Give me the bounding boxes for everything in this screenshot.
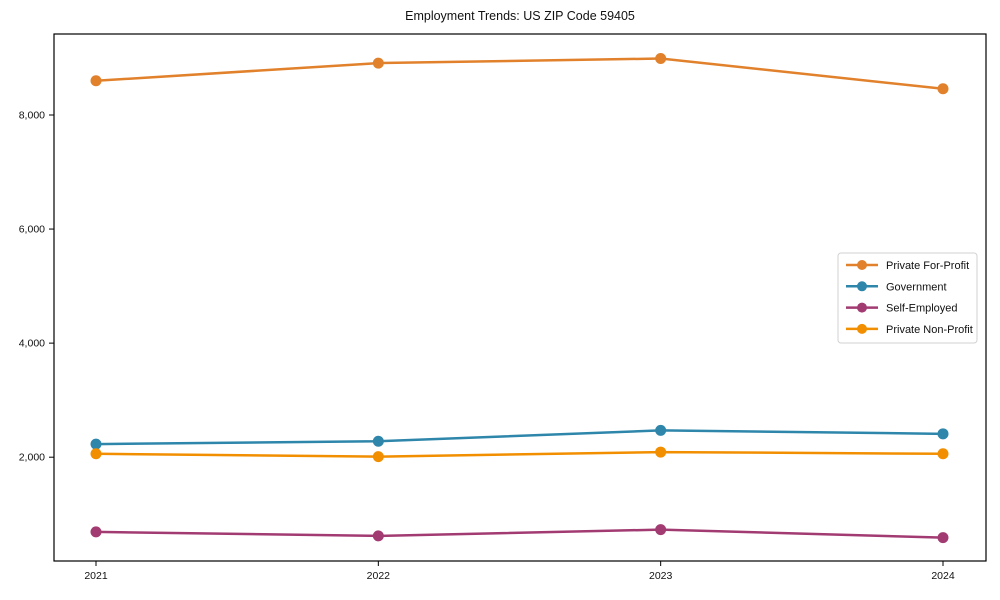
series-line-private-non-profit [94, 450, 945, 458]
legend-marker-self-employed [857, 302, 867, 313]
legend-marker-private-for-profit [857, 260, 867, 270]
legend-label-private-non-profit: Private Non-Profit [886, 324, 973, 336]
y-axis-tick-label: 8,000 [19, 109, 45, 121]
series-line-private-for-profit [94, 57, 945, 91]
data-point-private-non-profit-2022 [372, 451, 384, 463]
y-axis-tick-label: 4,000 [19, 338, 45, 350]
legend-marker-private-non-profit [857, 323, 867, 334]
data-point-private-for-profit-2021 [90, 75, 102, 87]
data-point-private-for-profit-2024 [937, 83, 949, 95]
x-axis-tick-label: 2022 [367, 570, 391, 582]
data-point-private-for-profit-2022 [372, 57, 384, 69]
legend-label-self-employed: Self-Employed [886, 303, 958, 315]
x-axis-tick-label: 2024 [931, 570, 955, 582]
data-point-government-2023 [655, 424, 667, 436]
legend-label-government: Government [886, 281, 947, 293]
data-point-self-employed-2022 [372, 530, 384, 542]
data-point-self-employed-2024 [937, 532, 949, 544]
y-axis-tick-label: 2,000 [19, 452, 45, 464]
series-line-self-employed [94, 528, 945, 539]
legend: Private For-Profit Government Self-Employe… [837, 252, 978, 344]
legend-label-private-for-profit: Private For-Profit [886, 260, 969, 272]
data-point-private-for-profit-2023 [655, 53, 667, 65]
data-point-government-2022 [372, 435, 384, 447]
x-axis-tick-label: 2021 [84, 570, 108, 582]
data-point-self-employed-2021 [90, 526, 102, 538]
data-point-private-non-profit-2024 [937, 448, 949, 460]
series-line-government [94, 429, 945, 446]
data-point-private-non-profit-2021 [90, 448, 102, 460]
data-point-government-2024 [937, 428, 949, 440]
data-point-private-non-profit-2023 [655, 446, 667, 458]
data-point-government-2021 [90, 438, 102, 450]
chart-title: Employment Trends: US ZIP Code 59405 [405, 9, 635, 23]
legend-box [837, 252, 978, 344]
legend-marker-government [857, 281, 867, 292]
data-point-self-employed-2023 [655, 524, 667, 536]
x-axis-tick-label: 2023 [649, 570, 673, 582]
plot-frame [53, 33, 987, 562]
y-axis-tick-label: 6,000 [19, 224, 45, 236]
